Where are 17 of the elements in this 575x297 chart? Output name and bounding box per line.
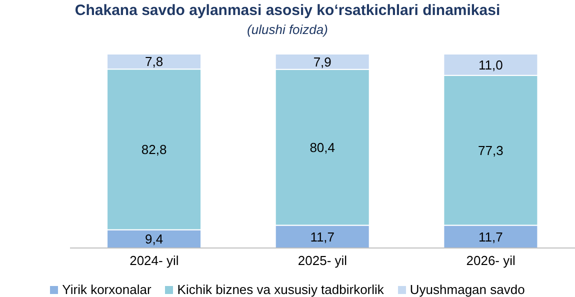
legend-label: Uyushmagan savdo <box>410 282 525 297</box>
chart-title: Chakana savdo aylanmasi asosiy koʻrsatkichlari dinamikasi <box>74 2 502 19</box>
x-tick-label: 2026- yil <box>466 253 516 268</box>
data-label: 82,8 <box>141 142 167 158</box>
x-tick-label: 2024- yil <box>130 253 179 268</box>
legend-label: Kichik biznes va xususiy tadbirkorlik <box>177 282 384 297</box>
data-label: 11,7 <box>310 229 335 244</box>
data-label: 11,0 <box>478 57 503 72</box>
data-label: 9,4 <box>144 231 164 246</box>
data-label: 80,4 <box>310 140 336 155</box>
data-label: 7,9 <box>313 54 332 70</box>
x-tick-label: 2025- yil <box>298 253 348 268</box>
data-label: 7,8 <box>144 54 164 70</box>
chart-subtitle: (ulushi foizda) <box>246 22 329 37</box>
data-label: 11,7 <box>478 229 503 244</box>
legend-label: Yirik korxonalar <box>62 282 152 297</box>
data-label: 77,3 <box>478 142 504 158</box>
